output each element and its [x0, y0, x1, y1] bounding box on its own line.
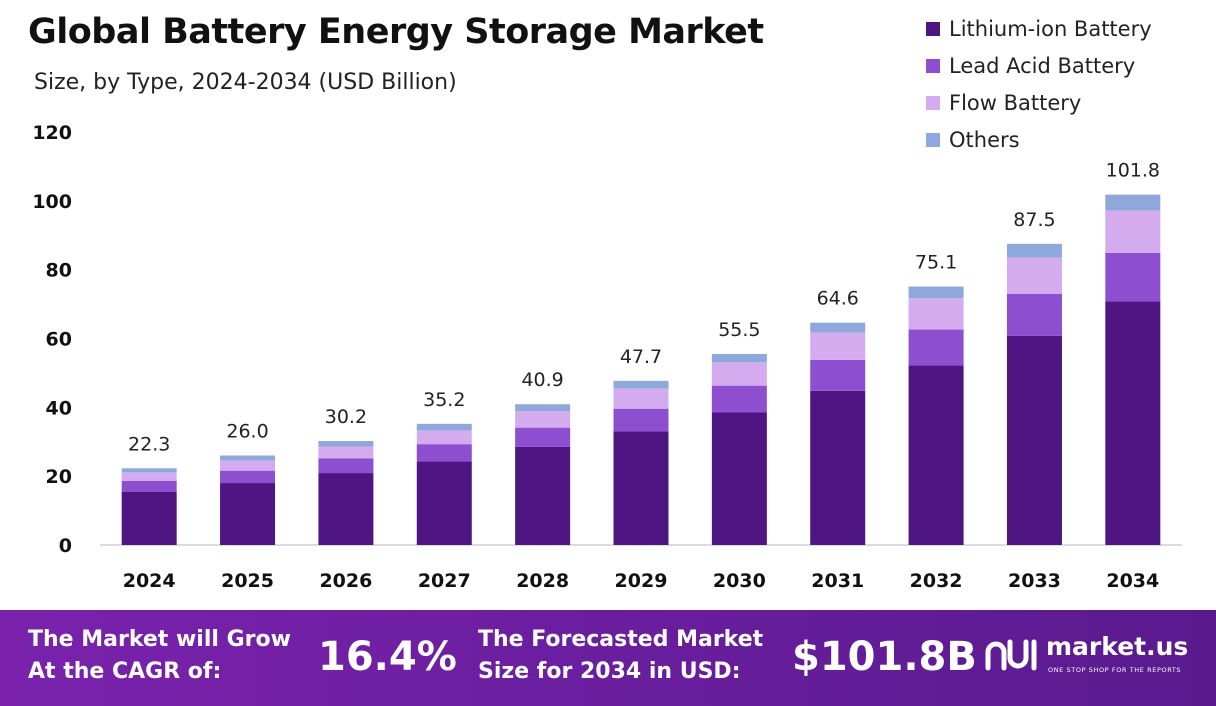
legend-item-lithium-ion: Lithium-ion Battery — [926, 10, 1152, 47]
x-tick-label: 2025 — [221, 570, 274, 592]
bar-segment-lithium-ion-battery — [515, 446, 571, 545]
bar-total-label: 101.8 — [1106, 160, 1160, 182]
bar-segment-flow-battery — [318, 446, 374, 459]
bar-segment-flow-battery — [416, 430, 472, 445]
bar-segment-lead-acid-battery — [1105, 252, 1161, 302]
y-tick-label: 20 — [46, 466, 72, 488]
bar-segment-lithium-ion-battery — [416, 461, 472, 545]
bar-segment-lithium-ion-battery — [613, 431, 669, 545]
cagr-value: 16.4% — [318, 634, 457, 680]
forecast-value: $101.8B — [792, 634, 977, 680]
bar-segment-others — [711, 353, 767, 363]
legend-swatch-others — [926, 132, 940, 147]
bar-segment-lead-acid-battery — [220, 470, 276, 484]
bar-segment-flow-battery — [515, 411, 571, 428]
bar-segment-lithium-ion-battery — [711, 412, 767, 545]
legend-item-flow: Flow Battery — [926, 84, 1152, 121]
chart-plot: 0 20 40 60 80 100 120 22.3 2024 26.0 2025 30.2 2026 3… — [32, 122, 1182, 592]
legend-swatch-flow — [926, 95, 940, 110]
bar-segment-flow-battery — [908, 298, 964, 330]
y-tick-label: 100 — [32, 191, 72, 213]
bar-segment-lithium-ion-battery — [1105, 301, 1161, 545]
legend-label-flow: Flow Battery — [949, 90, 1082, 115]
bar-segment-lead-acid-battery — [908, 329, 964, 366]
bar-total-label: 35.2 — [423, 389, 465, 411]
x-tick-label: 2030 — [713, 570, 766, 592]
bar-total-label: 87.5 — [1013, 209, 1055, 231]
bar-total-label: 22.3 — [128, 433, 170, 455]
x-tick-label: 2024 — [123, 570, 176, 592]
legend-swatch-lithium-ion — [926, 21, 940, 36]
x-tick-label: 2032 — [910, 570, 963, 592]
bar-total-label: 40.9 — [521, 369, 563, 391]
bar-segment-lithium-ion-battery — [908, 365, 964, 545]
bar-segment-flow-battery — [121, 472, 177, 481]
x-tick-label: 2029 — [615, 570, 668, 592]
chart-legend: Lithium-ion Battery Lead Acid Battery Fl… — [926, 10, 1152, 158]
legend-label-others: Others — [949, 127, 1020, 152]
bar-segment-others — [121, 468, 177, 473]
x-tick-label: 2027 — [418, 570, 471, 592]
bar-segment-flow-battery — [613, 388, 669, 409]
legend-item-lead-acid: Lead Acid Battery — [926, 47, 1152, 84]
chart-title: Global Battery Energy Storage Market — [28, 12, 764, 52]
x-tick-label: 2031 — [811, 570, 864, 592]
cagr-label: The Market will Grow At the CAGR of: — [28, 627, 291, 684]
bar-total-label: 30.2 — [325, 406, 367, 428]
bar-total-label: 26.0 — [226, 421, 268, 443]
brand-name: market.us — [1046, 632, 1189, 661]
footer-banner: The Market will Grow At the CAGR of: 16.… — [0, 610, 1216, 706]
bar-segment-flow-battery — [220, 460, 276, 471]
y-tick-label: 80 — [46, 260, 72, 282]
x-tick-label: 2034 — [1106, 570, 1159, 592]
y-tick-label: 120 — [32, 122, 72, 144]
bar-segment-others — [810, 322, 866, 333]
bar-segment-lead-acid-battery — [711, 385, 767, 413]
bar-total-label: 47.7 — [620, 346, 662, 368]
bar-segment-lead-acid-battery — [416, 444, 472, 462]
bar-total-label: 75.1 — [915, 252, 957, 274]
bar-segment-lead-acid-battery — [318, 458, 374, 474]
legend-label-lithium-ion: Lithium-ion Battery — [949, 16, 1152, 41]
bar-segment-lead-acid-battery — [515, 427, 571, 447]
legend-swatch-lead-acid — [926, 58, 940, 73]
bar-total-label: 64.6 — [817, 288, 859, 310]
bar-segment-others — [1105, 194, 1161, 211]
legend-label-lead-acid: Lead Acid Battery — [949, 53, 1136, 78]
forecast-label: The Forecasted Market Size for 2034 in U… — [478, 627, 764, 684]
y-tick-label: 40 — [46, 397, 72, 419]
bar-segment-lithium-ion-battery — [810, 390, 866, 545]
bar-segment-lithium-ion-battery — [220, 483, 276, 545]
bar-segment-lead-acid-battery — [613, 408, 669, 432]
bar-segment-flow-battery — [1006, 257, 1062, 294]
bar-segment-others — [908, 286, 964, 299]
bar-segment-others — [515, 404, 571, 412]
y-tick-label: 0 — [59, 535, 72, 557]
bar-total-label: 55.5 — [718, 319, 760, 341]
bar-segment-lithium-ion-battery — [318, 473, 374, 545]
bar-segment-lead-acid-battery — [1006, 293, 1062, 336]
bar-segment-others — [416, 423, 472, 431]
legend-item-others: Others — [926, 121, 1152, 158]
bar-segment-others — [1006, 243, 1062, 258]
bar-segment-flow-battery — [1105, 210, 1161, 253]
bar-segment-flow-battery — [711, 362, 767, 386]
bar-segment-lithium-ion-battery — [1006, 335, 1062, 545]
bar-segment-others — [318, 441, 374, 447]
bar-segment-lead-acid-battery — [810, 359, 866, 391]
x-tick-label: 2026 — [319, 570, 372, 592]
brand-tagline: ONE STOP SHOP FOR THE REPORTS — [1048, 666, 1182, 674]
y-tick-label: 60 — [46, 329, 72, 351]
bar-segment-flow-battery — [810, 332, 866, 360]
chart-subtitle: Size, by Type, 2024-2034 (USD Billion) — [34, 70, 457, 95]
bar-segment-others — [613, 380, 669, 389]
bar-segment-lead-acid-battery — [121, 480, 177, 492]
bar-segment-lithium-ion-battery — [121, 491, 177, 545]
x-tick-label: 2028 — [516, 570, 569, 592]
x-tick-label: 2033 — [1008, 570, 1061, 592]
bar-segment-others — [220, 455, 276, 461]
market-us-logo-icon — [985, 639, 1037, 671]
